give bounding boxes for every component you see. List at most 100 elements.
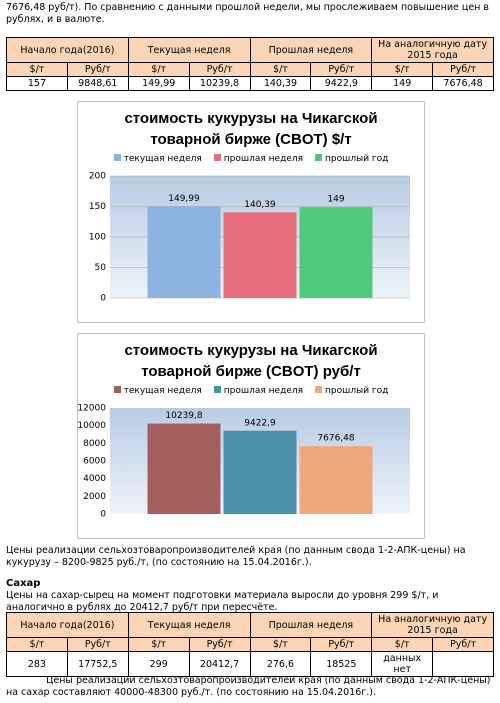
value-label: 10239,8 [165, 411, 202, 421]
value-label: 9422,9 [244, 418, 276, 428]
data-cell: 10239,8 [188, 76, 251, 91]
data-row: 157 9848,61 149,99 10239,8 140,39 9422,9 149 76… [6, 76, 494, 91]
data-cell: 140,39 [249, 76, 312, 91]
legend-swatch [213, 386, 221, 393]
plot: 0 50 100 150 200 149,99 140,39 149 [89, 172, 410, 304]
data-cell: 157 [6, 76, 68, 91]
legend-label: прошлая неделя [223, 154, 304, 164]
units-row: $/т Руб/т $/т Руб/т $/т Руб/т $/т Руб/т [6, 62, 494, 77]
value-label: 149 [327, 195, 344, 205]
y-tick-label: 10000 [78, 421, 106, 431]
unit-cell: Руб/т [310, 62, 373, 77]
legend-label: прошлый год [325, 386, 389, 396]
legend-item: прошлый год [315, 154, 388, 164]
unit-cell: $/т [249, 637, 312, 652]
unit-cell: Руб/т [432, 62, 494, 77]
legend-label: текущая неделя [123, 154, 202, 164]
sugar-text: Цены на сахар-сырец на момент подготовки… [6, 590, 439, 613]
unit-cell: Руб/т [188, 637, 251, 652]
value-label: 140,39 [244, 200, 276, 210]
header-cell: Текущая неделя [127, 612, 251, 638]
legend-item: текущая неделя [113, 386, 202, 396]
bar [299, 446, 373, 514]
data-row: 283 17752,5 299 20412,7 276,6 18525 данных нет [6, 651, 494, 677]
table-2: Начало года(2016) Текущая неделя Прошлая н… [6, 612, 494, 677]
header-row: Начало года(2016) Текущая неделя Прошлая н… [6, 37, 494, 63]
legend-label: текущая неделя [123, 386, 202, 396]
legend: текущая неделя прошлая неделя прошлый год [78, 154, 424, 164]
header-cell: На аналогичную дату 2015 года [371, 612, 494, 638]
y-tick-label: 0 [100, 510, 106, 520]
plot: 0 2000 4000 6000 8000 10000 12000 10239,8 9422,9… [78, 404, 410, 520]
value-label: 149,99 [168, 194, 200, 204]
bar [223, 212, 297, 298]
y-tick-label: 150 [89, 202, 106, 212]
bar [147, 206, 221, 298]
legend-swatch [213, 154, 221, 161]
unit-cell: Руб/т [188, 62, 251, 77]
legend-swatch [113, 154, 121, 161]
y-tick-label: 0 [100, 294, 106, 304]
intro-text: 7676,48 руб/т). По сравнению с данными п… [6, 2, 490, 25]
table-1: Начало года(2016) Текущая неделя Прошлая н… [6, 37, 494, 91]
unit-cell: $/т [371, 62, 434, 77]
unit-cell: Руб/т [310, 637, 373, 652]
table: Начало года(2016) Текущая неделя Прошлая н… [6, 612, 494, 677]
y-tick-label: 50 [95, 263, 107, 273]
y-tick-label: 6000 [83, 457, 106, 467]
data-cell: 7676,48 [432, 76, 494, 91]
data-cell: 20412,7 [188, 651, 251, 677]
y-tick-label: 12000 [78, 404, 106, 414]
legend-swatch [315, 386, 323, 393]
chart-2: стоимость кукурузы на Чикагской товарной… [77, 333, 425, 539]
legend-label: прошлая неделя [223, 386, 304, 396]
unit-cell: $/т [6, 62, 68, 77]
data-cell: 283 [6, 651, 68, 677]
chart-1: стоимость кукурузы на Чикагской товарной… [77, 101, 425, 323]
unit-cell: $/т [6, 637, 68, 652]
data-cell: 276,6 [249, 651, 312, 677]
data-cell: 299 [127, 651, 190, 677]
y-tick-label: 200 [89, 172, 106, 182]
data-cell: 149,99 [127, 76, 190, 91]
legend: текущая неделя прошлая неделя прошлый год [78, 386, 424, 396]
value-label: 7676,48 [317, 434, 354, 444]
header-cell: Текущая неделя [127, 37, 251, 63]
y-tick-label: 8000 [83, 439, 106, 449]
bar [147, 423, 221, 514]
header-cell: Прошлая неделя [249, 37, 373, 63]
unit-cell: $/т [127, 62, 190, 77]
bar [299, 207, 373, 298]
empty-cell [432, 651, 494, 677]
legend-item: текущая неделя [113, 154, 202, 164]
header-cell: Прошлая неделя [249, 612, 373, 638]
legend-item: прошлый год [315, 386, 388, 396]
legend-swatch [315, 154, 323, 161]
unit-cell: Руб/т [66, 62, 129, 77]
data-cell: 18525 [310, 651, 373, 677]
header-cell: Начало года(2016) [6, 37, 129, 63]
bar [223, 430, 297, 514]
header-cell: Начало года(2016) [6, 612, 129, 638]
data-cell: 17752,5 [66, 651, 129, 677]
data-cell: 9848,61 [66, 76, 129, 91]
sugar-note: Цены реализации сельхозтоваропроизводите… [6, 675, 491, 698]
data-cell: данных нет [371, 651, 434, 677]
legend-item: прошлая неделя [213, 386, 304, 396]
unit-cell: Руб/т [432, 637, 494, 652]
y-tick-label: 2000 [83, 492, 106, 502]
table: Начало года(2016) Текущая неделя Прошлая н… [6, 37, 494, 91]
unit-cell: $/т [371, 637, 434, 652]
chart-title: стоимость кукурузы на Чикагской товарной… [124, 342, 378, 380]
unit-cell: Руб/т [66, 637, 129, 652]
legend-label: прошлый год [325, 154, 389, 164]
header-cell: На аналогичную дату 2015 года [371, 37, 494, 63]
unit-cell: $/т [127, 637, 190, 652]
chart-title: стоимость кукурузы на Чикагской товарной… [124, 110, 378, 148]
y-tick-label: 100 [89, 233, 106, 243]
corn-note: Цены реализации сельхозтоваропроизводите… [6, 545, 466, 568]
units-row: $/т Руб/т $/т Руб/т $/т Руб/т $/т Руб/т [6, 637, 494, 652]
unit-cell: $/т [249, 62, 312, 77]
y-tick-label: 4000 [83, 474, 106, 484]
